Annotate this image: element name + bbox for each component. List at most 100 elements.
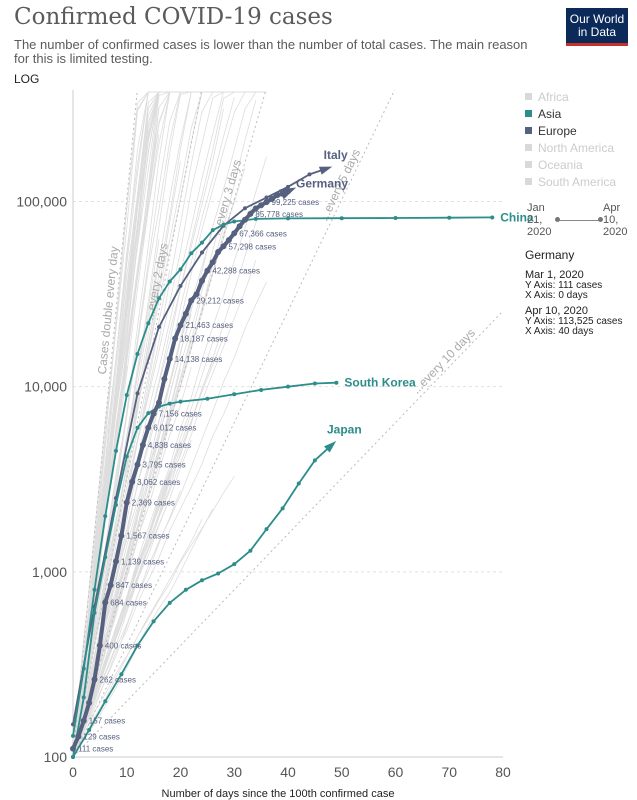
legend-item-north-america[interactable]: North America xyxy=(525,140,635,157)
data-point xyxy=(146,321,151,326)
data-point xyxy=(243,206,247,211)
data-point xyxy=(92,610,97,615)
data-point xyxy=(167,279,172,284)
data-point xyxy=(103,514,108,519)
background-series-line xyxy=(73,269,171,757)
data-point xyxy=(193,291,200,298)
data-point xyxy=(339,216,344,221)
series-china: China xyxy=(71,210,534,738)
background-series-line xyxy=(73,388,235,757)
data-point xyxy=(200,578,204,583)
data-point xyxy=(286,384,290,389)
legend-swatch xyxy=(525,127,532,134)
data-point xyxy=(307,172,312,177)
data-point xyxy=(156,399,162,406)
legend-label: South America xyxy=(538,175,617,189)
timeline-slider[interactable]: Jan 21, 2020 Apr 10, 2020 xyxy=(525,202,635,242)
data-point xyxy=(242,216,248,223)
legend-item-south-america[interactable]: South America xyxy=(525,174,635,191)
legend-item-oceania[interactable]: Oceania xyxy=(525,157,635,174)
data-label: 6,012 cases xyxy=(153,424,196,433)
data-point xyxy=(178,283,183,288)
series-arrowhead xyxy=(279,187,297,200)
x-tick-label: 20 xyxy=(173,764,189,780)
timeline-end-label: Apr 10, 2020 xyxy=(603,202,628,238)
series-line xyxy=(72,216,493,737)
info-end-y: Y Axis: 113,525 cases xyxy=(525,316,623,327)
data-point xyxy=(102,599,109,606)
data-point xyxy=(263,199,270,206)
data-point xyxy=(225,237,232,244)
timeline-start-handle[interactable] xyxy=(555,217,560,222)
y-tick-label: 100,000 xyxy=(16,193,67,209)
data-point xyxy=(145,424,152,431)
data-point xyxy=(81,666,86,671)
background-series-line xyxy=(73,156,267,757)
x-tick-label: 40 xyxy=(280,764,296,780)
data-point xyxy=(114,448,118,453)
chart-title: Confirmed COVID-19 cases xyxy=(14,4,333,30)
info-panel: Germany Mar 1, 2020 Y Axis: 111 cases X … xyxy=(525,249,635,337)
x-tick-label: 70 xyxy=(441,764,457,780)
data-point xyxy=(204,267,211,274)
background-series-line xyxy=(73,281,267,757)
background-series-line xyxy=(73,100,257,757)
data-point xyxy=(252,205,259,212)
data-label: 3,062 cases xyxy=(137,478,180,487)
log-scale-toggle[interactable]: LOG xyxy=(14,72,40,86)
data-label: 3,795 cases xyxy=(143,461,186,470)
data-point xyxy=(86,699,93,706)
info-start-y: Y Axis: 111 cases xyxy=(525,280,603,291)
doubling-guide-line xyxy=(73,90,138,757)
data-point xyxy=(87,727,92,732)
data-point xyxy=(75,733,82,740)
data-point xyxy=(447,215,452,220)
data-point xyxy=(107,582,114,589)
data-label: 14,138 cases xyxy=(175,355,223,364)
legend-swatch xyxy=(525,144,532,151)
data-point xyxy=(124,454,129,459)
series-label: China xyxy=(500,210,534,224)
timeline-end-handle[interactable] xyxy=(598,217,603,222)
data-point xyxy=(188,297,195,304)
data-point xyxy=(129,478,136,485)
timeline-track[interactable] xyxy=(557,220,601,221)
data-point xyxy=(119,672,124,677)
data-point xyxy=(135,391,140,396)
info-start-date: Mar 1, 2020 xyxy=(525,269,584,281)
data-point xyxy=(178,267,183,272)
doubling-guide-line xyxy=(73,90,396,757)
owid-logo[interactable]: Our World in Data xyxy=(566,8,628,46)
data-point xyxy=(215,249,222,256)
legend-item-asia[interactable]: Asia xyxy=(525,106,635,123)
data-point xyxy=(135,643,140,648)
data-point xyxy=(286,184,290,189)
data-point xyxy=(264,195,269,200)
x-tick-label: 10 xyxy=(119,764,135,780)
data-point xyxy=(210,228,215,233)
data-label: 21,463 cases xyxy=(186,321,234,330)
timeline-start-label: Jan 21, 2020 xyxy=(527,202,552,238)
chart-subtitle: The number of confirmed cases is lower t… xyxy=(14,37,528,66)
data-point xyxy=(118,532,125,539)
data-point xyxy=(92,587,97,592)
data-point xyxy=(177,322,184,329)
data-point xyxy=(134,461,141,468)
data-label: 129 cases xyxy=(83,733,119,742)
series-germany: Germany 111 cases 129 cases 157 cases 262 ca… xyxy=(70,176,348,754)
data-label: 400 cases xyxy=(105,642,141,651)
legend-item-africa[interactable]: Africa xyxy=(525,89,635,106)
legend-item-europe[interactable]: Europe xyxy=(525,123,635,140)
doubling-guide-line xyxy=(73,310,503,757)
x-tick-label: 30 xyxy=(226,764,242,780)
data-point xyxy=(490,215,495,220)
data-point xyxy=(220,243,227,250)
background-series-line xyxy=(73,360,214,757)
x-tick-label: 60 xyxy=(388,764,404,780)
data-point xyxy=(205,396,210,401)
background-series-line xyxy=(73,336,224,757)
legend-label: Asia xyxy=(538,107,562,121)
data-point xyxy=(182,310,189,317)
data-point xyxy=(296,481,301,486)
data-point xyxy=(183,587,188,592)
